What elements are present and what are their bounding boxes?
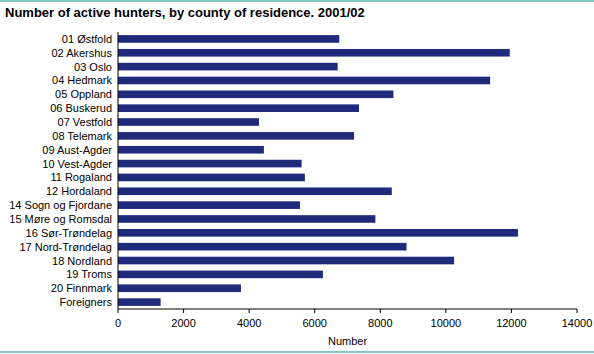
bar	[118, 187, 392, 195]
bar	[118, 118, 259, 126]
category-label: 15 Møre og Romsdal	[9, 213, 112, 225]
bar	[118, 243, 407, 251]
bar	[118, 49, 510, 57]
tick-label: 10000	[431, 317, 462, 329]
category-label: 10 Vest-Agder	[42, 158, 112, 170]
tick	[380, 309, 381, 313]
chart: Number of active hunters, by county of r…	[0, 0, 594, 354]
category-label: 14 Sogn og Fjordane	[9, 199, 112, 211]
bar	[118, 104, 359, 112]
y-axis	[118, 32, 119, 309]
category-label: 11 Rogaland	[50, 171, 112, 183]
category-label: 20 Finnmark	[51, 282, 113, 294]
bar	[118, 77, 490, 85]
category-label: 05 Oppland	[55, 88, 112, 100]
bar	[118, 271, 323, 279]
tick	[118, 309, 119, 313]
bars	[118, 35, 518, 306]
category-label: 07 Vestfold	[58, 116, 112, 128]
category-label: Foreigners	[59, 296, 112, 308]
category-label: 16 Sør-Trøndelag	[26, 227, 112, 239]
category-label: 04 Hedmark	[52, 74, 112, 86]
tick-label: 0	[115, 317, 121, 329]
category-label: 09 Aust-Agder	[42, 144, 112, 156]
category-label: 03 Oslo	[74, 61, 112, 73]
bar	[118, 174, 305, 182]
tick-label: 8000	[368, 317, 392, 329]
tick-label: 14000	[562, 317, 593, 329]
tick	[249, 309, 250, 313]
tick-label: 4000	[237, 317, 261, 329]
bar	[118, 257, 454, 265]
category-label: 06 Buskerud	[50, 102, 112, 114]
bar	[118, 229, 518, 237]
tick-label: 12000	[496, 317, 527, 329]
tick	[314, 309, 315, 313]
tick	[183, 309, 184, 313]
category-label: 17 Nord-Trøndelag	[19, 241, 112, 253]
bar	[118, 298, 161, 306]
tick-label: 6000	[302, 317, 326, 329]
bar	[118, 160, 302, 168]
bar	[118, 63, 338, 71]
title: Number of active hunters, by county of r…	[5, 5, 365, 20]
category-label: 02 Akershus	[51, 47, 112, 59]
x-axis-label: Number	[328, 335, 367, 347]
tick-label: 2000	[171, 317, 195, 329]
tick	[511, 309, 512, 313]
bar	[118, 146, 264, 154]
category-label: 01 Østfold	[62, 33, 112, 45]
bar	[118, 91, 393, 99]
category-label: 19 Troms	[66, 268, 112, 280]
category-label: 18 Nordland	[52, 255, 112, 267]
x-axis	[118, 309, 577, 310]
bar	[118, 201, 300, 209]
bar	[118, 284, 241, 292]
bar	[118, 132, 354, 140]
category-label: 12 Hordaland	[46, 185, 112, 197]
bar	[118, 35, 339, 43]
top-rule	[0, 0, 594, 2]
bar	[118, 215, 375, 223]
category-label: 08 Telemark	[52, 130, 112, 142]
bottom-rule	[0, 351, 594, 353]
tick	[445, 309, 446, 313]
tick	[577, 309, 578, 313]
